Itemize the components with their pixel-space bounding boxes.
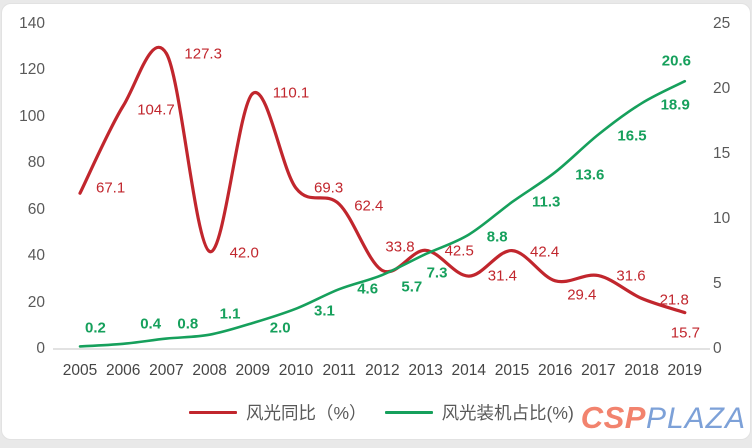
left-axis-tick-label: 140	[19, 15, 45, 32]
x-axis-tick-label: 2011	[322, 362, 356, 379]
left-axis-tick-label: 120	[19, 61, 45, 79]
series-line-share	[78, 79, 687, 348]
x-axis-tick-label: 2006	[105, 362, 141, 379]
share-value-label: 18.9	[660, 96, 690, 114]
right-axis-tick-label: 0	[713, 340, 722, 357]
x-axis-tick-label: 2007	[149, 362, 184, 379]
share-value-label: 16.5	[617, 127, 647, 144]
right-axis-tick-label: 15	[713, 145, 731, 162]
left-axis-tick-label: 80	[27, 154, 45, 172]
left-axis-tick-label: 100	[19, 107, 45, 125]
legend-item-series2: 风光装机占比(%)	[384, 400, 574, 425]
x-axis-tick-label: 2019	[667, 362, 703, 379]
share-value-label: 1.1	[219, 305, 241, 323]
share-value-label: 5.7	[401, 278, 423, 296]
series-line-yoy	[78, 45, 687, 315]
share-value-label: 3.1	[314, 302, 335, 320]
left-axis-tick-label: 40	[27, 247, 45, 265]
share-value-label: 4.6	[357, 280, 379, 298]
csp-plaza-logo: CSPPLAZA	[581, 399, 746, 443]
x-axis-tick-label: 2010	[278, 362, 314, 379]
x-axis-tick-label: 2013	[408, 362, 443, 379]
yoy-value-label: 33.8	[385, 238, 415, 256]
share-value-label: 0.8	[177, 315, 199, 333]
chart-card	[1, 3, 751, 440]
right-axis-tick-label: 20	[713, 80, 731, 97]
share-value-label: 2.0	[269, 319, 291, 337]
share-value-label: 0.4	[140, 315, 162, 333]
x-axis-tick-label: 2014	[451, 362, 487, 379]
left-axis-tick-label: 60	[27, 200, 45, 218]
yoy-value-label: 31.4	[487, 267, 517, 285]
legend: 风光同比（%） 风光装机占比(%)	[189, 400, 574, 425]
x-axis-tick-label: 2018	[624, 362, 659, 379]
x-axis-tick-label: 2012	[365, 362, 400, 379]
yoy-value-label: 21.8	[659, 291, 689, 309]
yoy-value-label: 127.3	[184, 45, 222, 63]
x-axis-tick-label: 2008	[192, 362, 227, 379]
x-axis-tick-label: 2005	[62, 362, 98, 379]
yoy-value-label: 110.1	[272, 84, 310, 102]
left-axis-tick-label: 20	[27, 293, 45, 311]
share-value-label: 0.2	[85, 319, 106, 337]
yoy-value-label: 42.0	[229, 244, 259, 261]
legend-item-series1: 风光同比（%）	[189, 400, 367, 425]
yoy-value-label: 15.7	[670, 324, 700, 342]
yoy-value-label: 62.4	[354, 197, 384, 215]
yoy-value-label: 42.5	[444, 242, 474, 260]
share-value-label: 8.8	[486, 228, 508, 246]
right-axis-tick-label: 5	[713, 275, 722, 292]
left-axis-tick-label: 0	[36, 340, 45, 357]
legend-label-series2: 风光装机占比(%)	[441, 403, 574, 423]
yoy-value-label: 69.3	[314, 179, 344, 197]
share-value-label: 13.6	[575, 166, 605, 184]
x-axis-tick-label: 2009	[235, 362, 271, 379]
x-axis-tick-label: 2016	[537, 362, 573, 379]
right-axis-tick-label: 10	[713, 210, 731, 227]
x-axis-tick-label: 2017	[581, 362, 616, 379]
share-value-label: 7.3	[426, 264, 448, 282]
yoy-value-label: 42.4	[530, 243, 560, 261]
logo-csp-text: CSP	[580, 400, 646, 435]
share-value-label: 20.6	[661, 52, 691, 70]
yoy-value-label: 104.7	[137, 101, 175, 119]
legend-label-series1: 风光同比（%）	[246, 403, 367, 423]
logo-plaza-text: PLAZA	[645, 402, 746, 435]
right-axis-tick-label: 25	[713, 15, 731, 32]
yoy-value-label: 29.4	[567, 286, 597, 304]
x-axis-tick-label: 2015	[494, 362, 530, 379]
yoy-value-label: 67.1	[96, 179, 126, 197]
series1-line-swatch	[189, 411, 237, 414]
yoy-value-label: 31.6	[616, 267, 646, 285]
series2-line-swatch	[384, 411, 433, 414]
share-value-label: 11.3	[532, 193, 561, 211]
